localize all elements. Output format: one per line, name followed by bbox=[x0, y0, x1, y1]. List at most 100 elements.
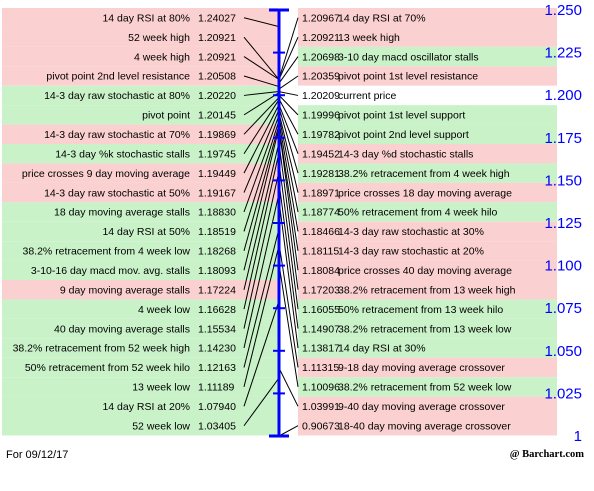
left-row-value: 1.20921 bbox=[198, 32, 236, 44]
right-row-label: 50% retracement from 4 week hilo bbox=[338, 207, 497, 219]
left-row-label: 14-3 day %k stochastic stalls bbox=[55, 148, 190, 160]
right-row-bg bbox=[298, 124, 557, 145]
axis-tick-label: 1.250 bbox=[544, 2, 582, 19]
right-row-value: 1.14907 bbox=[302, 323, 340, 335]
right-row-label: 14-3 day raw stochastic at 20% bbox=[338, 246, 484, 258]
right-row-bg bbox=[298, 8, 557, 28]
right-connector bbox=[278, 112, 299, 193]
left-row-bg bbox=[2, 377, 278, 397]
right-row-value: 1.11315 bbox=[302, 362, 339, 374]
right-row-bg bbox=[298, 357, 557, 378]
right-row-value: 1.18466 bbox=[302, 226, 340, 238]
left-row-label: 14 day RSI at 80% bbox=[102, 12, 190, 24]
right-row-bg bbox=[298, 144, 557, 164]
axis-tick-label: 1.100 bbox=[544, 258, 582, 275]
right-row-bg bbox=[298, 27, 557, 47]
left-connector bbox=[243, 127, 280, 271]
right-connector bbox=[278, 94, 299, 116]
left-row-value: 1.24027 bbox=[198, 12, 236, 24]
left-row-label: 4 week low bbox=[138, 304, 190, 316]
left-row-bg bbox=[2, 318, 278, 339]
right-row-bg bbox=[298, 416, 557, 436]
left-connector bbox=[243, 114, 280, 213]
value-axis bbox=[269, 8, 289, 438]
right-row-label: 38.2% retracement from 52 week low bbox=[338, 382, 512, 394]
row-labels: 14 day RSI at 80% 1.24027 52 week high 1.20… bbox=[13, 12, 516, 432]
left-connector bbox=[243, 90, 280, 96]
left-row-bg bbox=[2, 144, 278, 164]
left-connector bbox=[243, 377, 280, 427]
right-connector bbox=[278, 127, 299, 271]
right-connector bbox=[278, 162, 299, 310]
right-row-label: 9-40 day moving average crossover bbox=[338, 401, 505, 413]
right-row-value: 1.19281 bbox=[302, 168, 340, 180]
left-connector bbox=[243, 228, 280, 368]
right-row-label: price crosses 40 day moving average bbox=[338, 265, 512, 277]
left-row-label: 9 day moving average stalls bbox=[60, 284, 190, 296]
footer-date: For 09/12/17 bbox=[6, 449, 69, 461]
right-row-value: 1.18084 bbox=[302, 265, 340, 277]
right-connector bbox=[278, 115, 299, 213]
left-row-value: 1.18519 bbox=[198, 226, 236, 238]
right-connector bbox=[278, 98, 299, 135]
left-row-label: 14-3 day raw stochastic at 80% bbox=[44, 90, 190, 102]
left-row-bg bbox=[2, 241, 278, 261]
right-row-value: 1.18971 bbox=[302, 187, 340, 199]
left-row-bg bbox=[2, 396, 278, 417]
right-connector bbox=[278, 104, 299, 154]
left-row-bg bbox=[2, 124, 278, 145]
right-connector bbox=[278, 142, 299, 290]
axis-tick-label: 1.225 bbox=[544, 45, 582, 62]
left-row-bg bbox=[2, 46, 278, 67]
left-connector bbox=[243, 171, 280, 329]
right-row-bg bbox=[298, 299, 557, 319]
axis-tick-labels: 1.250 1.225 1.200 1.175 1.150 1.125 1.100 1.075… bbox=[544, 2, 582, 445]
right-row-value: 1.20967 bbox=[302, 12, 340, 24]
right-row-bg bbox=[298, 66, 557, 86]
right-row-value: 1.19782 bbox=[302, 129, 340, 141]
right-row-value: 1.13817 bbox=[302, 343, 340, 355]
left-connector bbox=[243, 92, 280, 116]
footer-brand: @ Barchart.com bbox=[509, 449, 584, 460]
left-connector bbox=[243, 36, 280, 80]
right-row-label: pivot point 1st level resistance bbox=[338, 71, 478, 83]
left-row-bg bbox=[2, 27, 278, 47]
connector-lines bbox=[243, 17, 299, 437]
left-row-bg bbox=[2, 280, 278, 300]
left-row-value: 1.11189 bbox=[198, 382, 235, 394]
right-row-bg bbox=[298, 202, 557, 222]
left-row-bg bbox=[2, 163, 278, 183]
right-row-label: 3-10 day macd oscillator stalls bbox=[338, 51, 479, 63]
right-row-bg bbox=[298, 241, 557, 261]
left-row-value: 1.15534 bbox=[198, 323, 236, 335]
right-connector bbox=[278, 121, 299, 232]
left-row-label: pivot point 2nd level resistance bbox=[46, 71, 190, 83]
left-connector bbox=[243, 56, 280, 80]
right-row-value: 1.20359 bbox=[302, 71, 340, 83]
right-row-label: current price bbox=[338, 90, 397, 102]
left-row-label: pivot point bbox=[142, 110, 190, 122]
right-row-bg bbox=[298, 338, 557, 358]
left-connector bbox=[243, 120, 280, 232]
axis-tick-label: 1.025 bbox=[544, 385, 582, 402]
right-connector bbox=[278, 200, 299, 349]
right-connector bbox=[278, 17, 299, 79]
left-row-label: 3-10-16 day macd mov. avg. stalls bbox=[31, 265, 190, 277]
right-row-value: 1.19452 bbox=[302, 148, 340, 160]
left-row-value: 1.19745 bbox=[198, 148, 236, 160]
left-row-value: 1.18093 bbox=[198, 265, 236, 277]
right-connector bbox=[278, 425, 299, 437]
right-row-bg bbox=[298, 182, 557, 203]
left-connector bbox=[243, 104, 280, 174]
left-row-value: 1.20921 bbox=[198, 51, 236, 63]
left-row-label: 40 day moving average stalls bbox=[54, 323, 190, 335]
left-row-value: 1.17224 bbox=[198, 284, 236, 296]
right-row-label: price crosses 18 day moving average bbox=[338, 187, 512, 199]
right-row-bg bbox=[298, 221, 557, 242]
right-connector bbox=[278, 181, 299, 329]
left-row-label: 4 week high bbox=[134, 51, 190, 63]
right-connector bbox=[278, 75, 299, 90]
axis-tick-label: 1.150 bbox=[544, 172, 582, 189]
axis-tick-label: 1.200 bbox=[544, 87, 582, 104]
